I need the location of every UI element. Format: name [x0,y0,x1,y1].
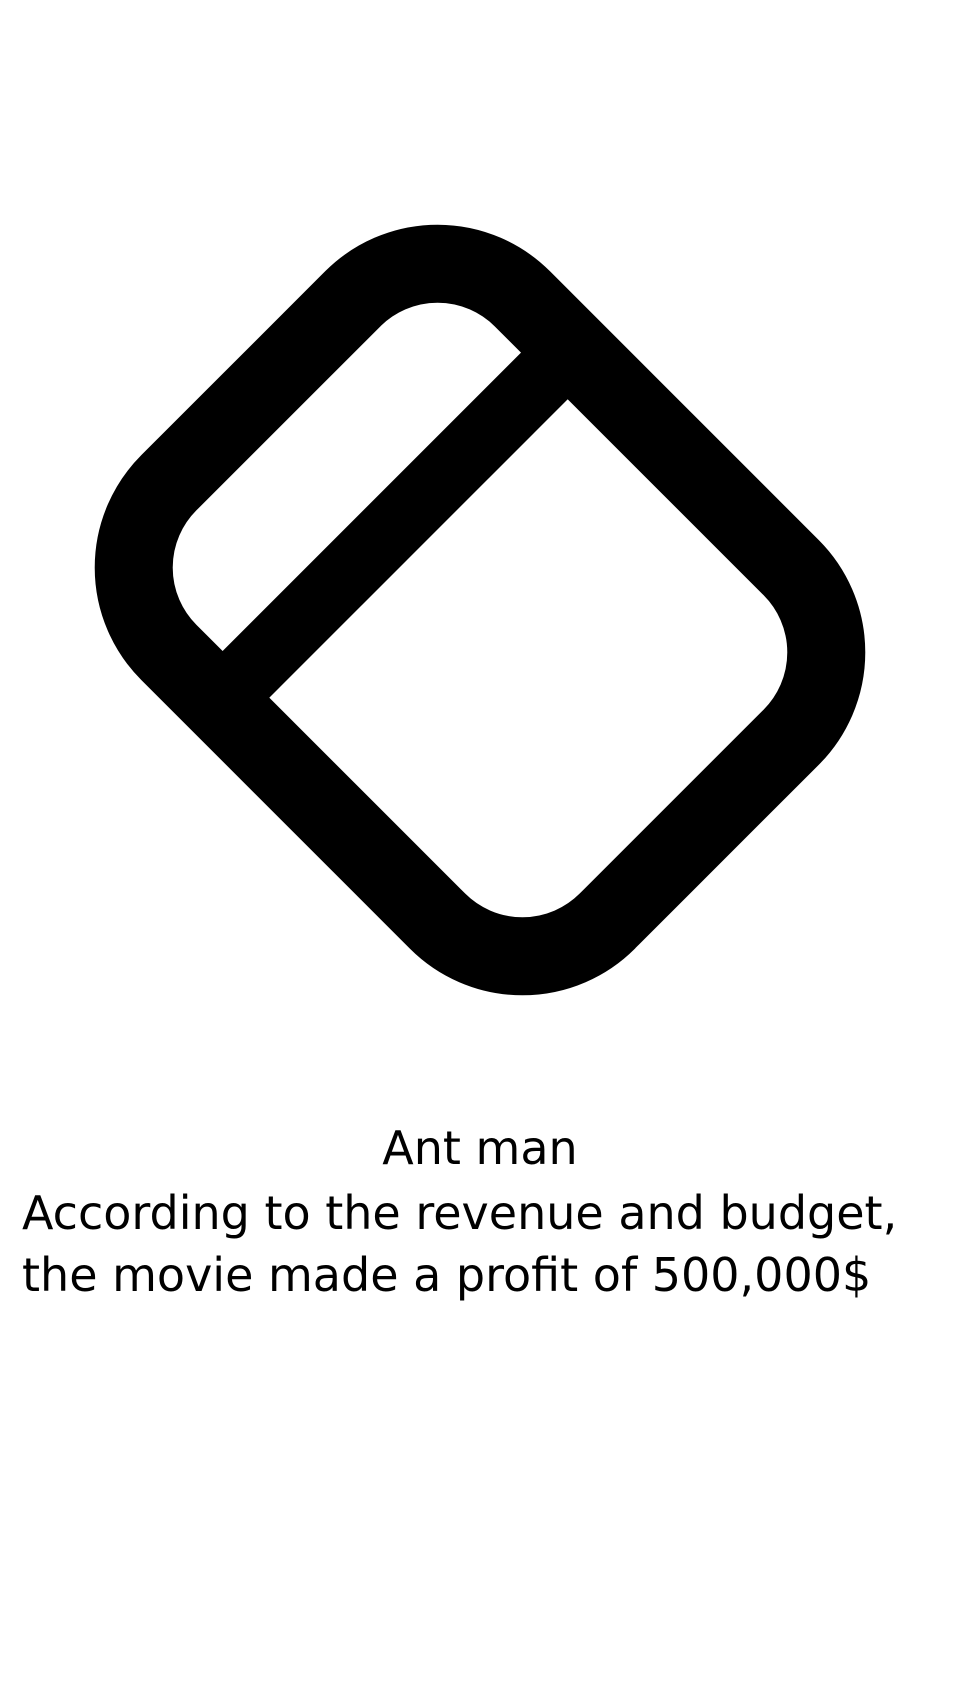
profit-message: According to the revenue and budget, the… [22,1186,898,1302]
movie-title: Ant man [382,1121,578,1175]
eraser-icon [0,140,960,1080]
